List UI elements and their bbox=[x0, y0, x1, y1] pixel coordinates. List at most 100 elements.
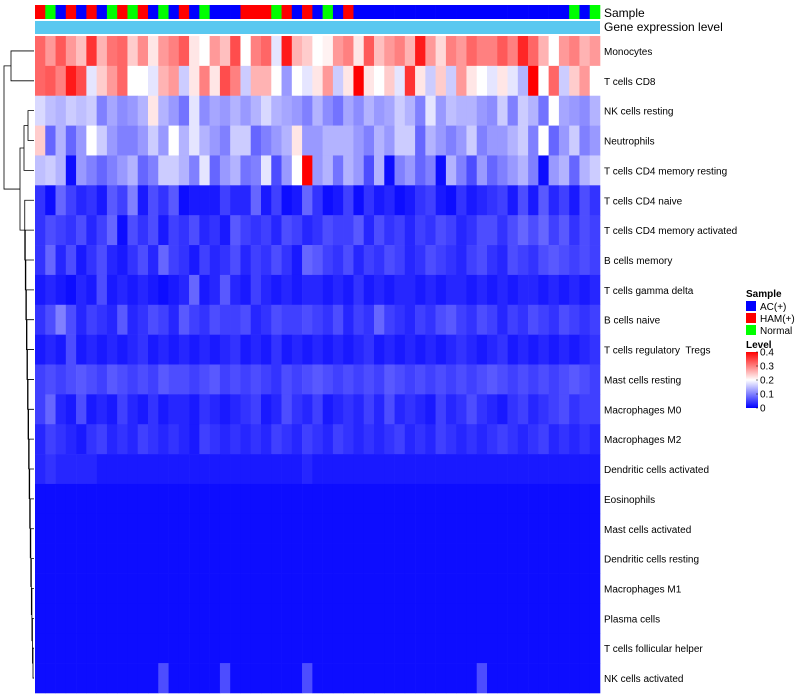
heatmap-cell bbox=[353, 245, 365, 276]
heatmap-cell bbox=[425, 215, 436, 246]
heatmap-cell bbox=[137, 36, 149, 67]
heatmap-cell bbox=[363, 304, 375, 335]
heatmap-cell bbox=[548, 334, 560, 365]
heatmap-cell bbox=[148, 603, 159, 634]
heatmap-cell bbox=[219, 424, 231, 455]
heatmap-cell bbox=[394, 394, 406, 425]
heatmap-cell bbox=[65, 185, 77, 216]
heatmap-cell bbox=[548, 125, 560, 156]
heatmap-cell bbox=[548, 483, 560, 515]
heatmap-cell bbox=[435, 424, 447, 455]
heatmap-cell bbox=[158, 215, 169, 246]
sample-annotation-cell bbox=[517, 5, 529, 19]
heatmap-cell bbox=[271, 36, 282, 67]
heatmap-cell bbox=[384, 573, 395, 604]
heatmap-cell bbox=[35, 483, 46, 515]
heatmap-cell bbox=[569, 334, 580, 365]
heatmap-cell bbox=[394, 454, 406, 485]
heatmap-cell bbox=[230, 543, 241, 574]
heatmap-cell bbox=[117, 304, 128, 335]
heatmap-cell bbox=[322, 155, 334, 186]
heatmap-cell bbox=[579, 245, 591, 276]
heatmap-cell bbox=[261, 185, 272, 216]
heatmap-cell bbox=[528, 185, 539, 216]
heatmap-cell bbox=[384, 65, 395, 97]
heatmap-cell bbox=[261, 633, 272, 664]
heatmap-cell bbox=[261, 454, 272, 485]
heatmap-cell bbox=[76, 334, 87, 365]
heatmap-cell bbox=[332, 454, 344, 485]
heatmap-cell bbox=[528, 125, 539, 156]
heatmap-cell bbox=[445, 185, 457, 216]
heatmap-cell bbox=[476, 603, 488, 634]
heatmap-cell bbox=[374, 304, 385, 335]
heatmap-cell bbox=[178, 663, 190, 694]
heatmap-cell bbox=[271, 573, 282, 604]
heatmap-cell bbox=[106, 394, 118, 425]
heatmap-cell bbox=[45, 274, 56, 306]
heatmap-cell bbox=[415, 603, 426, 634]
heatmap-cell bbox=[435, 95, 447, 126]
heatmap-cell bbox=[168, 36, 180, 67]
sample-annotation-cell bbox=[476, 5, 488, 19]
heatmap-cell bbox=[476, 36, 488, 67]
heatmap-cell bbox=[476, 663, 488, 694]
heatmap-cell bbox=[281, 95, 293, 126]
heatmap-cell bbox=[517, 543, 529, 574]
heatmap-cell bbox=[322, 394, 334, 425]
heatmap-cell bbox=[517, 36, 529, 67]
sample-annotation-cell bbox=[106, 5, 118, 19]
heatmap-cell bbox=[148, 573, 159, 604]
heatmap-cell bbox=[219, 36, 231, 67]
heatmap-cell bbox=[178, 274, 190, 306]
heatmap-cell bbox=[127, 185, 139, 216]
heatmap-cell bbox=[158, 274, 169, 306]
heatmap-cell bbox=[538, 65, 549, 97]
heatmap-cell bbox=[178, 245, 190, 276]
heatmap-cell bbox=[209, 274, 221, 306]
heatmap-cell bbox=[55, 663, 67, 694]
heatmap-cell bbox=[291, 95, 303, 126]
heatmap-cell bbox=[394, 573, 406, 604]
heatmap-cell bbox=[261, 364, 272, 395]
heatmap-cell bbox=[517, 185, 529, 216]
heatmap-cell bbox=[343, 334, 354, 365]
heatmap-cell bbox=[476, 95, 488, 126]
heatmap-cell bbox=[558, 185, 570, 216]
heatmap-cell bbox=[425, 513, 436, 544]
heatmap-cell bbox=[65, 364, 77, 395]
heatmap-cell bbox=[240, 543, 252, 574]
sample-annotation-cell bbox=[466, 5, 478, 19]
heatmap-cell bbox=[548, 215, 560, 246]
heatmap-cell bbox=[497, 513, 508, 544]
heatmap-cell bbox=[168, 603, 180, 634]
heatmap-cell bbox=[558, 215, 570, 246]
heatmap-cell bbox=[240, 424, 252, 455]
heatmap-cell bbox=[312, 36, 323, 67]
heatmap-cell bbox=[199, 364, 210, 395]
heatmap-cell bbox=[589, 483, 601, 515]
heatmap-cell bbox=[168, 274, 180, 306]
heatmap-cell bbox=[209, 424, 221, 455]
heatmap-cell bbox=[148, 95, 159, 126]
heatmap-cell bbox=[394, 155, 406, 186]
heatmap-cell bbox=[569, 573, 580, 604]
heatmap-cell bbox=[404, 364, 416, 395]
heatmap-cell bbox=[466, 155, 478, 186]
heatmap-cell bbox=[158, 483, 169, 515]
heatmap-cell bbox=[363, 36, 375, 67]
heatmap-cell bbox=[35, 215, 46, 246]
heatmap-cell bbox=[404, 185, 416, 216]
heatmap-cell bbox=[86, 185, 97, 216]
heatmap-cell bbox=[65, 394, 77, 425]
heatmap-cell bbox=[497, 65, 508, 97]
heatmap-cell bbox=[250, 274, 262, 306]
heatmap-cell bbox=[127, 543, 139, 574]
heatmap-cell bbox=[302, 663, 313, 694]
heatmap-cell bbox=[137, 543, 149, 574]
sample-legend-swatch bbox=[746, 325, 756, 335]
heatmap-cell bbox=[528, 573, 539, 604]
heatmap-cell bbox=[199, 424, 210, 455]
heatmap-cell bbox=[35, 185, 46, 216]
heatmap-cell bbox=[189, 603, 200, 634]
